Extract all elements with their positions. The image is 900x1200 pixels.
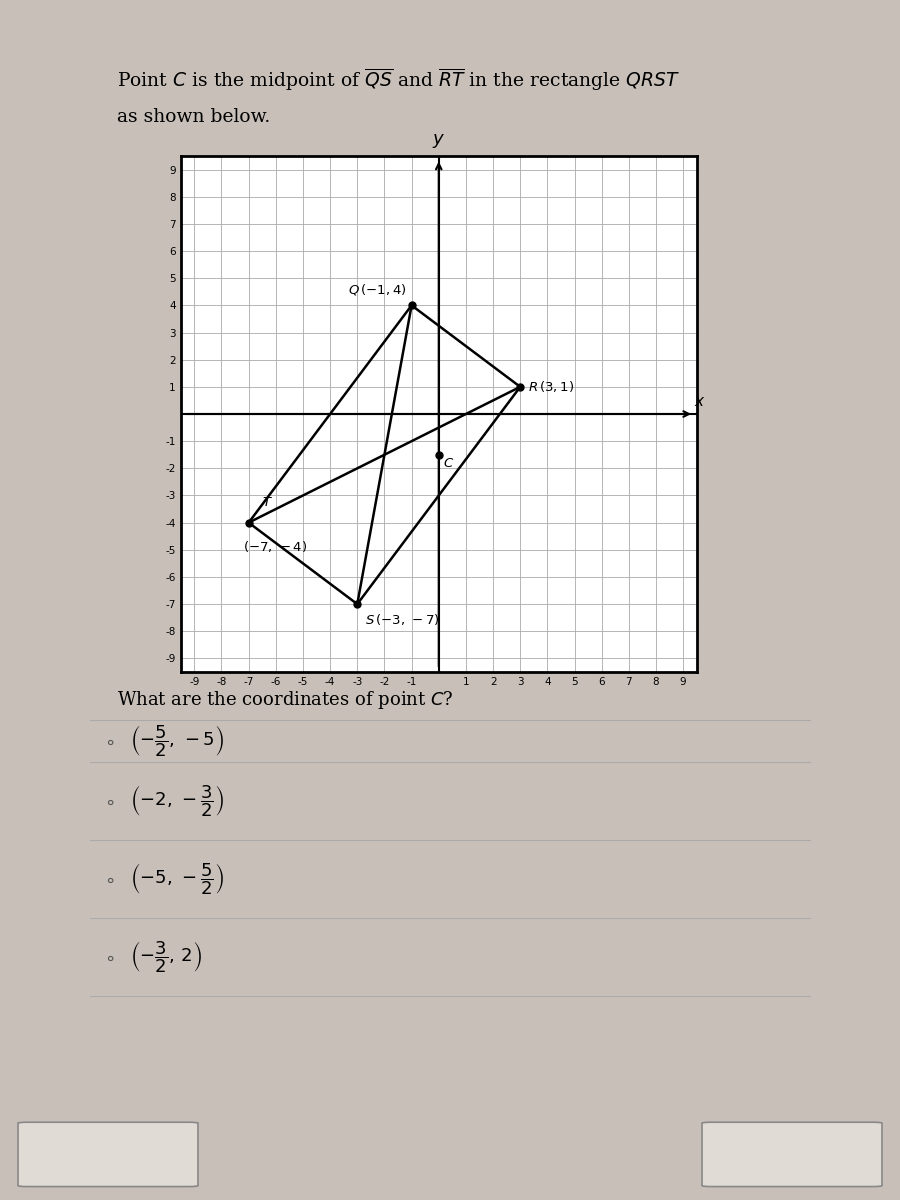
Text: $\left(-5,\,-\dfrac{5}{2}\right)$: $\left(-5,\,-\dfrac{5}{2}\right)$ <box>130 862 224 898</box>
Text: $x$: $x$ <box>694 395 706 409</box>
Text: $\left(-\dfrac{3}{2},\,2\right)$: $\left(-\dfrac{3}{2},\,2\right)$ <box>130 940 202 976</box>
Text: $R\,(3, 1)$: $R\,(3, 1)$ <box>528 379 574 395</box>
Text: Next ►: Next ► <box>766 1145 818 1159</box>
Text: Point $C$ is the midpoint of $\overline{QS}$ and $\overline{RT}$ in the rectangl: Point $C$ is the midpoint of $\overline{… <box>117 66 680 92</box>
Text: $y$: $y$ <box>432 132 445 150</box>
Text: as shown below.: as shown below. <box>117 108 270 126</box>
Text: ◄ Previous: ◄ Previous <box>68 1145 148 1159</box>
Text: $\circ$: $\circ$ <box>104 792 114 811</box>
Text: What are the coordinates of point $C$?: What are the coordinates of point $C$? <box>117 689 454 710</box>
Text: $Q\,(-1, 4)$: $Q\,(-1, 4)$ <box>347 282 406 298</box>
Text: $\circ$: $\circ$ <box>104 732 114 751</box>
Text: $\circ$: $\circ$ <box>104 871 114 888</box>
Text: $S\,(-3,\,-7)$: $S\,(-3,\,-7)$ <box>365 612 440 628</box>
FancyBboxPatch shape <box>702 1122 882 1187</box>
Text: $T$: $T$ <box>262 496 274 509</box>
Text: $C$: $C$ <box>443 457 454 470</box>
Text: $\left(-2,\,-\dfrac{3}{2}\right)$: $\left(-2,\,-\dfrac{3}{2}\right)$ <box>130 784 224 820</box>
Text: $\left(-\dfrac{5}{2},\,-5\right)$: $\left(-\dfrac{5}{2},\,-5\right)$ <box>130 724 224 760</box>
Text: $\circ$: $\circ$ <box>104 948 114 967</box>
FancyBboxPatch shape <box>18 1122 198 1187</box>
Text: $(-7,\,-4)$: $(-7,\,-4)$ <box>243 539 308 554</box>
